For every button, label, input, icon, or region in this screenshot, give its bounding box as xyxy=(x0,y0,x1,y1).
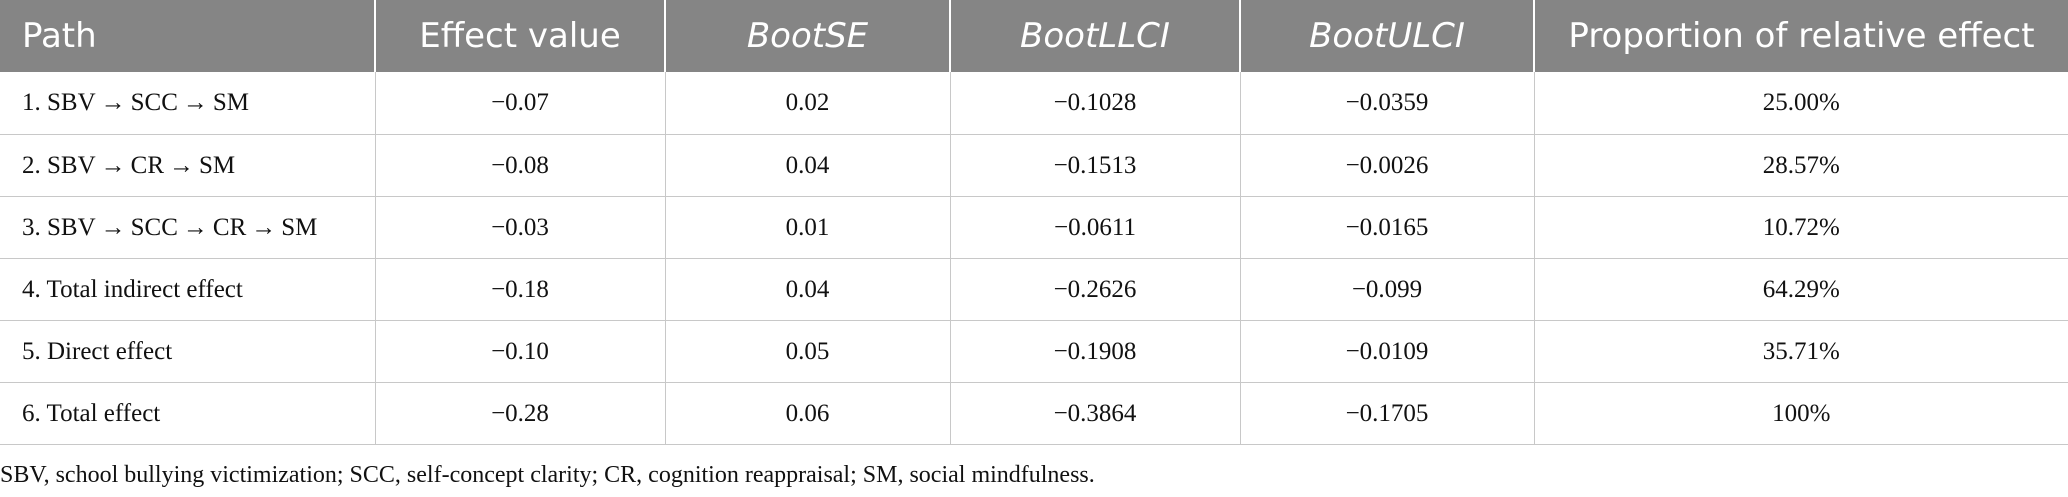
cell-boot-se: 0.01 xyxy=(665,196,951,259)
cell-boot-se: 0.04 xyxy=(665,258,951,321)
cell-proportion: 35.71% xyxy=(1534,320,2068,383)
cell-path: 4. Total indirect effect xyxy=(0,258,376,321)
cell-effect-value: −0.08 xyxy=(375,134,666,197)
header-proportion: Proportion of relative effect xyxy=(1534,0,2068,72)
cell-proportion: 10.72% xyxy=(1534,196,2068,259)
table-row: 5. Direct effect −0.10 0.05 −0.1908 −0.0… xyxy=(0,320,2068,383)
cell-boot-llci: −0.1908 xyxy=(950,320,1241,383)
header-row: Path Effect value BootSE BootLLCI BootUL… xyxy=(0,0,2068,72)
cell-path: 3. SBV → SCC → CR → SM xyxy=(0,196,376,259)
cell-path: 1. SBV → SCC → SM xyxy=(0,72,376,135)
cell-proportion: 25.00% xyxy=(1534,72,2068,135)
cell-proportion: 64.29% xyxy=(1534,258,2068,321)
cell-boot-ulci: −0.099 xyxy=(1240,258,1535,321)
table-header: Path Effect value BootSE BootLLCI BootUL… xyxy=(0,0,2068,72)
mediation-effects-table: Path Effect value BootSE BootLLCI BootUL… xyxy=(0,0,2068,445)
cell-proportion: 100% xyxy=(1534,382,2068,445)
cell-effect-value: −0.07 xyxy=(375,72,666,135)
cell-boot-llci: −0.1028 xyxy=(950,72,1241,135)
cell-boot-ulci: −0.0109 xyxy=(1240,320,1535,383)
cell-path: 5. Direct effect xyxy=(0,320,376,383)
cell-path: 2. SBV → CR → SM xyxy=(0,134,376,197)
table-row: 6. Total effect −0.28 0.06 −0.3864 −0.17… xyxy=(0,382,2068,445)
cell-boot-ulci: −0.0359 xyxy=(1240,72,1535,135)
cell-boot-se: 0.05 xyxy=(665,320,951,383)
header-boot-se: BootSE xyxy=(665,0,951,72)
cell-boot-ulci: −0.0165 xyxy=(1240,196,1535,259)
cell-effect-value: −0.10 xyxy=(375,320,666,383)
cell-boot-llci: −0.2626 xyxy=(950,258,1241,321)
table-row: 1. SBV → SCC → SM −0.07 0.02 −0.1028 −0.… xyxy=(0,72,2068,135)
cell-path: 6. Total effect xyxy=(0,382,376,445)
header-boot-ulci: BootULCI xyxy=(1240,0,1535,72)
cell-boot-llci: −0.3864 xyxy=(950,382,1241,445)
cell-effect-value: −0.18 xyxy=(375,258,666,321)
cell-effect-value: −0.28 xyxy=(375,382,666,445)
table-footnote: SBV, school bullying victimization; SCC,… xyxy=(0,462,1095,488)
header-path: Path xyxy=(0,0,376,72)
cell-boot-ulci: −0.0026 xyxy=(1240,134,1535,197)
cell-boot-se: 0.06 xyxy=(665,382,951,445)
cell-proportion: 28.57% xyxy=(1534,134,2068,197)
table-row: 3. SBV → SCC → CR → SM −0.03 0.01 −0.061… xyxy=(0,196,2068,259)
table-body: 1. SBV → SCC → SM −0.07 0.02 −0.1028 −0.… xyxy=(0,72,2068,445)
cell-boot-se: 0.04 xyxy=(665,134,951,197)
cell-effect-value: −0.03 xyxy=(375,196,666,259)
cell-boot-se: 0.02 xyxy=(665,72,951,135)
cell-boot-llci: −0.1513 xyxy=(950,134,1241,197)
cell-boot-llci: −0.0611 xyxy=(950,196,1241,259)
table-row: 4. Total indirect effect −0.18 0.04 −0.2… xyxy=(0,258,2068,321)
table-row: 2. SBV → CR → SM −0.08 0.04 −0.1513 −0.0… xyxy=(0,134,2068,197)
cell-boot-ulci: −0.1705 xyxy=(1240,382,1535,445)
results-table-container: Path Effect value BootSE BootLLCI BootUL… xyxy=(0,0,2068,445)
header-effect-value: Effect value xyxy=(375,0,666,72)
header-boot-llci: BootLLCI xyxy=(950,0,1241,72)
